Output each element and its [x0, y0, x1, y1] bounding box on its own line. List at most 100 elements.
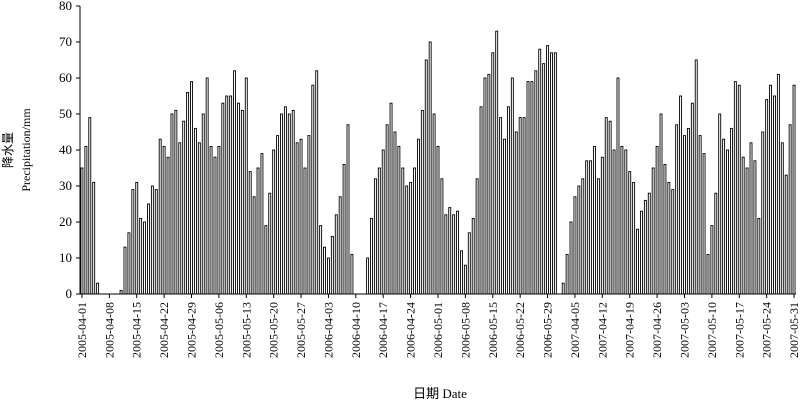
- bar: [596, 178, 600, 295]
- bar: [471, 217, 475, 295]
- x-tick-label: 2005-04-15: [130, 302, 144, 358]
- bar: [718, 113, 722, 295]
- y-axis-label: Precipitation/mm: [19, 108, 33, 192]
- y-tick-label: 60: [59, 70, 72, 85]
- bar: [604, 117, 608, 295]
- x-tick-label: 2006-05-15: [486, 302, 500, 358]
- y-axis-label: 降水量: [1, 132, 15, 168]
- bar: [460, 250, 463, 295]
- bar: [737, 84, 741, 295]
- bar: [780, 142, 784, 295]
- x-tick-label: 2006-04-24: [404, 302, 418, 358]
- bar: [182, 120, 186, 295]
- bar: [330, 235, 334, 295]
- bar: [240, 109, 244, 295]
- x-tick-label: 2005-05-27: [294, 302, 308, 358]
- bar: [675, 124, 679, 295]
- bar: [326, 257, 330, 295]
- bar: [640, 210, 643, 295]
- bar: [370, 217, 373, 295]
- bar: [679, 95, 683, 295]
- bar: [205, 77, 209, 295]
- bar: [722, 138, 726, 295]
- x-tick-label: 2007-04-26: [650, 302, 664, 358]
- bar: [436, 145, 440, 295]
- bar: [319, 225, 323, 295]
- y-tick-label: 70: [59, 34, 72, 49]
- bar: [761, 131, 765, 295]
- bar: [636, 228, 639, 295]
- bar: [217, 145, 221, 295]
- bar: [628, 171, 632, 295]
- bar: [769, 84, 773, 295]
- bar: [287, 113, 291, 295]
- bar: [569, 221, 573, 295]
- bar: [373, 178, 377, 295]
- bar: [409, 181, 413, 295]
- bar: [456, 210, 460, 295]
- y-tick-label: 20: [59, 214, 72, 229]
- bar: [733, 81, 737, 295]
- bar: [698, 135, 702, 295]
- x-tick-label: 2005-05-13: [239, 302, 253, 358]
- bar: [237, 102, 240, 295]
- bar: [323, 246, 326, 295]
- bar: [534, 70, 538, 295]
- bar: [272, 149, 276, 295]
- bar: [773, 95, 776, 295]
- x-tick-label: 2006-05-08: [458, 302, 472, 358]
- bar: [499, 117, 503, 295]
- bar: [366, 257, 370, 295]
- bar: [233, 70, 236, 295]
- bar: [280, 113, 283, 295]
- bar: [522, 117, 526, 295]
- x-tick-label: 2007-04-12: [595, 302, 609, 358]
- y-tick-label: 30: [59, 178, 72, 193]
- bar: [589, 160, 593, 295]
- bar: [503, 138, 506, 295]
- bar: [88, 117, 92, 295]
- y-tick-label: 50: [59, 106, 72, 121]
- bar: [444, 214, 448, 295]
- bar: [663, 163, 667, 295]
- y-tick-label: 0: [66, 286, 73, 301]
- bar: [581, 178, 585, 295]
- bar: [135, 181, 139, 295]
- bar: [225, 95, 229, 295]
- bar: [150, 185, 154, 295]
- bar: [405, 185, 409, 295]
- bar: [671, 189, 675, 295]
- bar: [765, 99, 769, 295]
- bar: [702, 153, 706, 295]
- bar: [467, 232, 471, 295]
- bar: [655, 145, 659, 295]
- bar: [491, 52, 495, 295]
- bar: [463, 264, 467, 295]
- bar: [538, 48, 542, 295]
- bar: [690, 102, 694, 295]
- bar: [420, 109, 424, 295]
- bar: [526, 81, 530, 295]
- bar: [585, 160, 589, 295]
- bar: [389, 102, 393, 295]
- bar: [268, 192, 272, 295]
- bar: [291, 109, 295, 295]
- bar: [96, 282, 100, 295]
- bar: [452, 214, 456, 295]
- bar: [385, 124, 389, 295]
- bar: [178, 142, 182, 295]
- bar: [495, 30, 499, 295]
- bar: [593, 145, 596, 295]
- x-tick-label: 2007-05-10: [705, 302, 719, 358]
- bar: [80, 167, 84, 295]
- bar: [710, 225, 714, 295]
- bar: [393, 131, 397, 295]
- bar: [432, 113, 436, 295]
- bar: [350, 253, 354, 295]
- x-tick-label: 2005-04-22: [157, 302, 171, 358]
- bar: [616, 77, 620, 295]
- bar: [612, 149, 616, 295]
- bar: [550, 52, 553, 295]
- bar: [162, 145, 166, 295]
